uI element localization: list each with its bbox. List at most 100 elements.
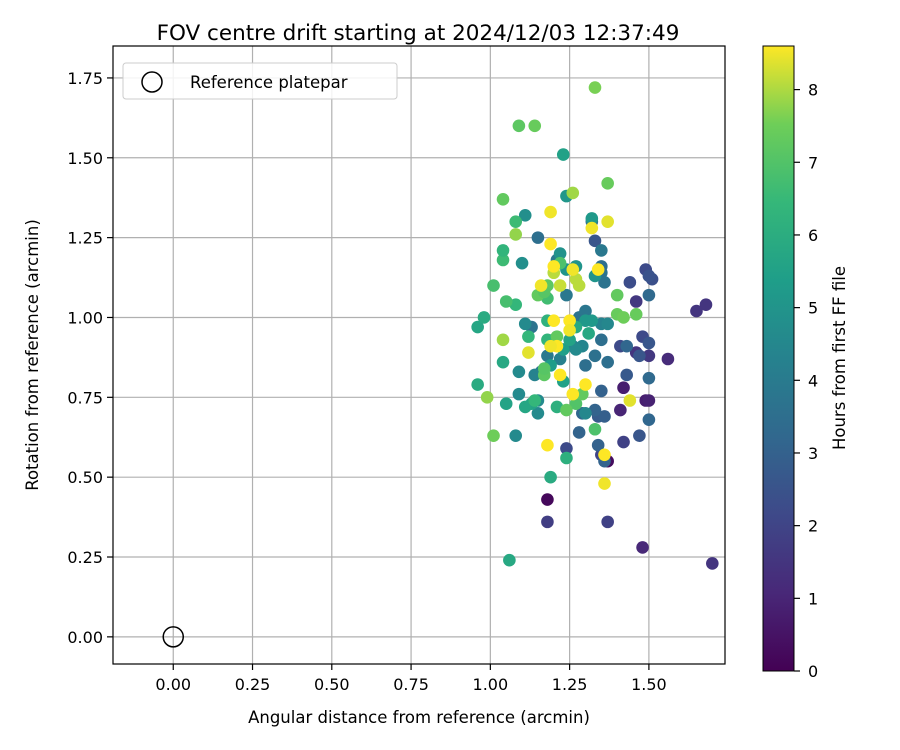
data-point bbox=[566, 186, 580, 200]
data-point bbox=[623, 276, 637, 289]
colorbar-tick-label: 0 bbox=[808, 662, 818, 681]
data-point bbox=[585, 221, 599, 235]
data-point bbox=[522, 346, 535, 359]
legend-reference-marker bbox=[141, 71, 163, 93]
data-point bbox=[569, 343, 583, 356]
y-tick-label: 0.00 bbox=[67, 628, 103, 647]
x-tick-label: 1.25 bbox=[552, 675, 588, 694]
x-tick-label: 0.00 bbox=[155, 675, 191, 694]
gridlines bbox=[113, 46, 725, 664]
colorbar-tick-label: 4 bbox=[808, 371, 818, 390]
data-point bbox=[544, 237, 557, 251]
data-points bbox=[471, 81, 719, 570]
data-point bbox=[563, 314, 576, 327]
data-point bbox=[598, 410, 611, 423]
data-point bbox=[480, 391, 494, 404]
x-tick-label: 1.50 bbox=[631, 675, 667, 694]
data-point bbox=[601, 215, 614, 228]
data-point bbox=[541, 349, 554, 363]
data-point bbox=[515, 256, 529, 270]
data-point bbox=[471, 320, 484, 334]
data-point bbox=[496, 244, 510, 257]
data-point bbox=[588, 403, 602, 417]
data-point bbox=[601, 355, 614, 369]
data-point bbox=[534, 279, 548, 292]
data-point bbox=[579, 378, 592, 391]
data-point bbox=[509, 429, 523, 442]
data-point bbox=[601, 317, 614, 331]
data-point bbox=[595, 244, 608, 257]
data-point bbox=[588, 234, 602, 248]
data-point bbox=[547, 314, 561, 327]
data-point bbox=[531, 231, 545, 244]
y-tick-label: 0.75 bbox=[67, 388, 103, 407]
data-point bbox=[566, 387, 580, 401]
data-point bbox=[528, 119, 542, 133]
data-point bbox=[579, 406, 592, 420]
data-point bbox=[591, 438, 605, 452]
data-point bbox=[499, 295, 513, 308]
data-point bbox=[553, 247, 567, 260]
data-point bbox=[633, 349, 646, 363]
reference-platepar-marker bbox=[162, 626, 184, 648]
data-point bbox=[642, 371, 656, 385]
data-point bbox=[642, 394, 656, 407]
data-point bbox=[614, 403, 627, 417]
data-point bbox=[591, 263, 605, 276]
data-point bbox=[598, 448, 611, 462]
data-point bbox=[629, 295, 643, 308]
x-tick-label: 1.00 bbox=[473, 675, 509, 694]
data-point bbox=[579, 359, 592, 372]
data-point bbox=[496, 253, 510, 267]
data-point bbox=[566, 263, 580, 276]
data-point bbox=[629, 307, 643, 321]
data-point bbox=[553, 352, 567, 366]
colorbar-tick-label: 8 bbox=[808, 81, 818, 100]
y-tick-label: 1.25 bbox=[67, 229, 103, 248]
data-point bbox=[569, 397, 583, 411]
x-tick-label: 0.25 bbox=[235, 675, 271, 694]
data-point bbox=[563, 333, 576, 347]
data-point bbox=[620, 368, 633, 382]
colorbar-label: Hours from first FF file bbox=[830, 266, 849, 450]
data-point bbox=[512, 119, 526, 133]
data-point bbox=[556, 148, 570, 161]
data-point bbox=[572, 279, 586, 292]
data-point bbox=[509, 298, 523, 311]
data-point bbox=[496, 193, 510, 206]
legend: Reference platepar bbox=[122, 62, 398, 100]
data-point bbox=[544, 470, 557, 484]
data-point bbox=[699, 298, 713, 311]
data-point bbox=[560, 451, 573, 465]
colorbar: 0 1 2 3 4 5 6 7 8 Hours from first FF file bbox=[762, 45, 849, 681]
legend-entry-reference-platepar: Reference platepar bbox=[190, 73, 348, 92]
y-tick-label: 0.50 bbox=[67, 468, 103, 487]
data-point bbox=[512, 365, 526, 379]
data-point bbox=[496, 333, 510, 347]
data-point bbox=[518, 317, 532, 331]
data-point bbox=[560, 403, 573, 417]
data-point bbox=[509, 228, 523, 241]
data-point bbox=[522, 330, 535, 343]
data-point bbox=[576, 387, 589, 401]
y-tick-label: 0.25 bbox=[67, 548, 103, 567]
data-point bbox=[661, 352, 675, 366]
data-point bbox=[642, 269, 656, 283]
data-point bbox=[509, 215, 523, 228]
data-point bbox=[617, 381, 630, 395]
data-point bbox=[642, 288, 656, 302]
y-axis-label: Rotation from reference (arcmin) bbox=[23, 219, 42, 491]
data-point bbox=[560, 442, 573, 455]
data-point bbox=[633, 429, 646, 442]
data-point bbox=[582, 327, 595, 340]
data-point bbox=[544, 339, 557, 353]
data-point bbox=[528, 368, 542, 382]
data-point bbox=[636, 541, 649, 554]
data-point bbox=[601, 515, 614, 529]
data-point bbox=[547, 260, 561, 273]
data-point bbox=[595, 384, 608, 398]
data-point bbox=[563, 323, 576, 337]
data-point bbox=[499, 397, 513, 411]
data-point bbox=[572, 426, 586, 439]
